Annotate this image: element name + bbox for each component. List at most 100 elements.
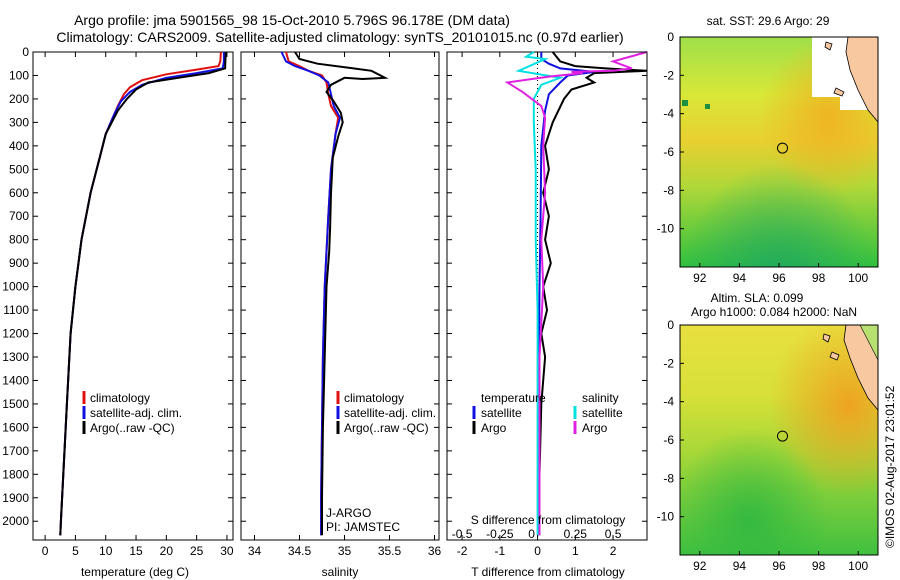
- depth-tick-label: 1700: [2, 444, 29, 458]
- depth-tick-label: 300: [9, 115, 29, 129]
- depth-tick-label: 200: [9, 92, 29, 106]
- map-lat-tick-label: 0: [667, 30, 674, 44]
- s-difference-xlabel: S difference from climatology: [471, 513, 626, 527]
- depth-tick-label: 400: [9, 139, 29, 153]
- depth-tick-label: 1000: [2, 280, 29, 294]
- difference-xtick-label: 2: [610, 544, 617, 558]
- map-lat-tick-label: 0: [667, 318, 674, 332]
- map-lon-tick-label: 92: [693, 559, 707, 573]
- depth-tick-label: 1900: [2, 491, 29, 505]
- difference-legend: temperature satellite Argo salinity sate…: [472, 391, 623, 435]
- temperature-series: [59, 51, 227, 536]
- temperature-xtick-label: 0: [42, 544, 49, 558]
- map-lat-tick-label: -2: [663, 68, 674, 82]
- map-lat-tick-label: -8: [663, 471, 674, 485]
- salinity-series: [280, 51, 389, 536]
- sla-land: [843, 325, 878, 411]
- t-difference-xlabel: T difference from climatology: [471, 565, 625, 579]
- depth-ticks: 0 100 200 300 400 500 600 700 800 900 1000 1100 1200…: [2, 45, 233, 528]
- salinity-ticks: 34 34.5 35 35.5 36: [241, 51, 442, 558]
- s-difference-tick-label: 0: [528, 527, 535, 541]
- temperature-xtick-label: 15: [129, 544, 143, 558]
- temperature-xlabel: temperature (deg C): [81, 565, 189, 579]
- sla-map: Altim. SLA: 0.099 Argo h1000: 0.084 h200…: [657, 291, 879, 573]
- salinity-xlabel: salinity: [322, 565, 359, 579]
- depth-tick-label: 1100: [3, 303, 29, 317]
- sst-lon-ticks: 92 94 96 98 100: [693, 263, 869, 285]
- temperature-panel: 0100200300400500600700800900100011001200…: [2, 45, 234, 579]
- map-lat-tick-label: -8: [663, 183, 674, 197]
- s-difference-ticks: -0.5 -0.25 0 0.25 0.5: [452, 527, 622, 541]
- t-difference-ticks: -2 -1 0 1 2: [447, 51, 647, 558]
- difference-axes: [446, 51, 648, 541]
- map-lat-tick-label: -4: [663, 395, 674, 409]
- imos-credit: ©IMOS 02-Aug-2017 23:01:52: [883, 385, 897, 548]
- difference-panel: -2 -1 0 1 2 -0.5 -0.25 0 0.25 0.5 T difference f…: [446, 51, 648, 579]
- salinity-axes: [240, 51, 440, 541]
- sst-lat-ticks: 0 -2 -4 -6 -8 -10: [657, 30, 684, 236]
- s-difference-tick-label: -0.5: [452, 527, 473, 541]
- depth-tick-label: 700: [9, 209, 29, 223]
- map-lon-tick-label: 100: [848, 559, 868, 573]
- map-lon-tick-label: 96: [772, 559, 786, 573]
- sla-map-title-1: Altim. SLA: 0.099: [711, 291, 804, 305]
- difference-line-0: [537, 52, 595, 536]
- salinity-note-project: J-ARGO: [326, 506, 371, 520]
- difference-xtick-label: -1: [494, 544, 505, 558]
- depth-tick-label: 800: [9, 233, 29, 247]
- salinity-xtick-label: 35.5: [378, 544, 402, 558]
- salinity-legend: climatology satellite-adj. clim. Argo(..…: [336, 391, 436, 435]
- depth-tick-label: 100: [9, 68, 29, 82]
- depth-tick-label: 1400: [2, 373, 29, 387]
- temperature-legend-sat: satellite-adj. clim.: [90, 406, 182, 420]
- temperature-xtick-label: 10: [99, 544, 113, 558]
- depth-tick-label: 1600: [2, 420, 29, 434]
- salinity-line-0: [285, 51, 340, 536]
- depth-tick-label: 1800: [2, 467, 29, 481]
- sla-map-title-2: Argo h1000: 0.084 h2000: NaN: [691, 305, 857, 319]
- salinity-xtick-label: 36: [428, 544, 442, 558]
- map-lon-tick-label: 98: [812, 559, 826, 573]
- difference-xtick-label: 0: [534, 544, 541, 558]
- sla-argo-marker: [777, 430, 788, 442]
- legend-salinity-heading: salinity: [582, 391, 619, 405]
- salinity-note-pi: PI: JAMSTEC: [326, 520, 400, 534]
- temperature-line-1: [59, 52, 225, 536]
- depth-tick-label: 1300: [2, 350, 29, 364]
- map-lat-tick-label: -10: [657, 510, 675, 524]
- temperature-legend-clim: climatology: [90, 391, 150, 405]
- depth-tick-label: 500: [9, 162, 29, 176]
- map-lat-tick-label: -4: [663, 107, 674, 121]
- temperature-line-2: [59, 51, 227, 536]
- temperature-xtick-label: 5: [72, 544, 79, 558]
- difference-series: [504, 51, 648, 536]
- salinity-line-2: [294, 51, 389, 536]
- temperature-xtick-label: 25: [190, 544, 204, 558]
- legend-temperature-heading: temperature: [481, 391, 546, 405]
- difference-xtick-label: 1: [572, 544, 579, 558]
- depth-tick-label: 2000: [2, 514, 29, 528]
- sst-map: sat. SST: 29.6 Argo: 29 92 94 96 98 100 0 -2 -…: [657, 14, 879, 285]
- map-lat-tick-label: -6: [663, 433, 674, 447]
- sla-lat-ticks: 0 -2 -4 -6 -8 -10: [657, 318, 684, 524]
- salinity-legend-sat: satellite-adj. clim.: [344, 406, 436, 420]
- salinity-panel: 34 34.5 35 35.5 36 salinity climatology sate…: [240, 51, 442, 579]
- sla-lon-ticks: 92 94 96 98 100: [693, 551, 869, 573]
- map-lon-tick-label: 92: [693, 271, 707, 285]
- map-lon-tick-label: 98: [812, 271, 826, 285]
- difference-line-1: [538, 51, 648, 536]
- map-lat-tick-label: -2: [663, 356, 674, 370]
- salinity-xtick-label: 34: [248, 544, 262, 558]
- map-lon-tick-label: 96: [772, 271, 786, 285]
- legend-s-satellite: satellite: [582, 406, 623, 420]
- s-difference-tick-label: 0.5: [605, 527, 622, 541]
- legend-t-argo: Argo: [481, 421, 507, 435]
- legend-t-satellite: satellite: [481, 406, 522, 420]
- temperature-xtick-label: 20: [160, 544, 174, 558]
- map-lat-tick-label: -10: [657, 222, 675, 236]
- temperature-legend-argo: Argo(..raw -QC): [90, 421, 175, 435]
- salinity-line-1: [280, 51, 342, 536]
- depth-tick-label: 600: [9, 186, 29, 200]
- map-lat-tick-label: -6: [663, 145, 674, 159]
